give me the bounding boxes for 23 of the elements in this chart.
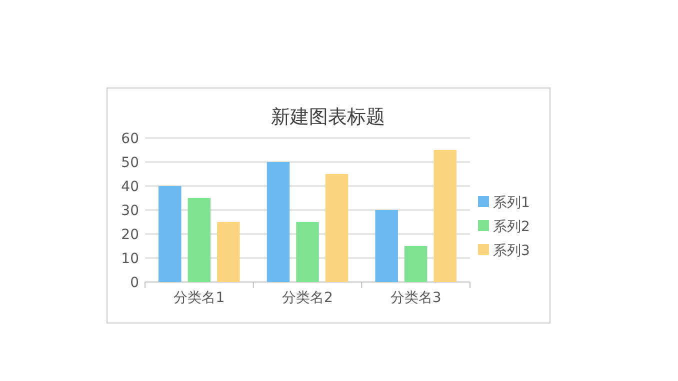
x-tick-label: 分类名3 [390, 290, 442, 306]
bar [266, 162, 290, 282]
bar [404, 246, 428, 282]
bar [325, 174, 348, 282]
x-tick-label: 分类名1 [174, 290, 225, 306]
chart-title: 新建图表标题 [271, 106, 385, 128]
legend-label: 系列1 [493, 195, 530, 211]
y-tick-label: 40 [121, 179, 139, 195]
legend-label: 系列2 [493, 219, 530, 235]
y-tick-label: 50 [121, 155, 139, 171]
legend-label: 系列3 [493, 243, 530, 259]
bar [188, 198, 211, 282]
y-tick-label: 20 [121, 227, 139, 243]
bar [434, 150, 456, 282]
bar [296, 222, 319, 282]
bar [375, 210, 398, 282]
bar [217, 222, 240, 282]
y-tick-label: 0 [130, 275, 139, 291]
x-tick-label: 分类名2 [282, 290, 333, 306]
y-tick-label: 10 [121, 251, 139, 267]
bar [158, 186, 182, 282]
y-tick-label: 60 [121, 131, 139, 147]
y-tick-label: 30 [121, 203, 139, 219]
